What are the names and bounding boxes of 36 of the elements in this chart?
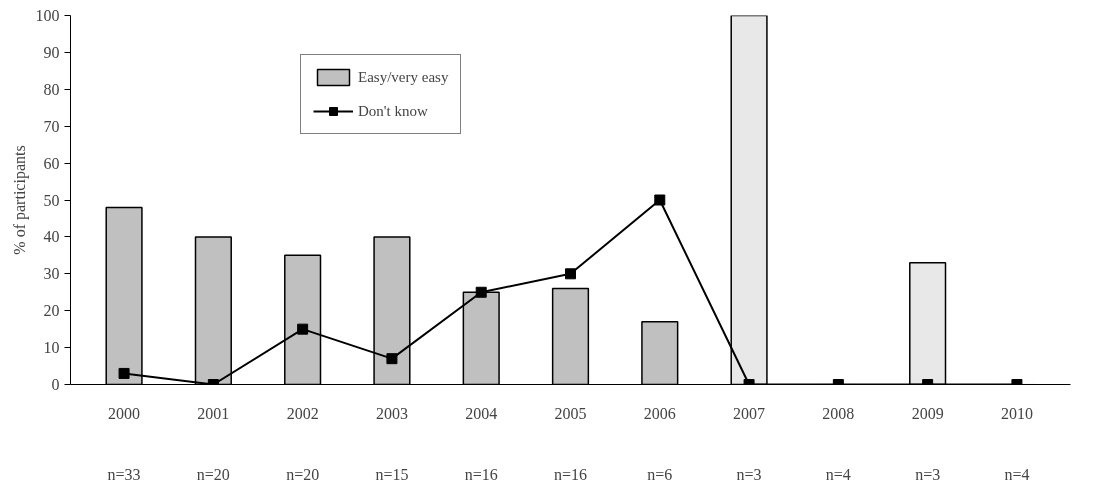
x-tick-label: 2008 — [822, 404, 855, 422]
y-tick-label: 90 — [43, 43, 60, 61]
x-tick-label: 2004 — [465, 404, 498, 422]
legend-label: Don't know — [358, 102, 428, 120]
x-tick-label: 2001 — [197, 404, 230, 422]
text: n=20 — [196, 465, 230, 483]
y-tick-label: 100 — [35, 7, 60, 24]
text: n=16 — [553, 465, 588, 483]
x-tick-label: 2010 — [1000, 404, 1033, 422]
x-tick-label: 2002 — [286, 404, 319, 422]
text: n=4 — [825, 465, 851, 483]
text: n=15 — [375, 465, 409, 483]
y-tick-label: 50 — [43, 191, 60, 209]
y-tick-label: 10 — [43, 339, 60, 357]
x-tick-label: 2007 — [733, 404, 766, 422]
y-tick-label: 60 — [43, 154, 60, 172]
text: n=20 — [286, 465, 320, 483]
x-tick-label: 2009 — [911, 404, 944, 422]
x-tick-label: 2003 — [375, 404, 408, 422]
y-tick-label: 70 — [43, 117, 60, 135]
y-axis-title: % of participants — [10, 145, 29, 255]
text: n=4 — [1004, 465, 1030, 483]
x-tick-label: 2006 — [643, 404, 676, 422]
text: n=33 — [107, 465, 141, 483]
text: n=3 — [736, 465, 762, 483]
x-tick-label: 2005 — [554, 404, 587, 422]
y-tick-label: 0 — [51, 376, 60, 393]
y-tick-label: 40 — [43, 228, 60, 246]
text: n=6 — [647, 465, 673, 483]
x-tick-label: 2000 — [108, 404, 141, 422]
text: n=3 — [915, 465, 941, 483]
y-tick-label: 20 — [43, 302, 60, 320]
y-tick-label: 30 — [43, 265, 60, 283]
text: n=16 — [464, 465, 498, 483]
y-tick-label: 80 — [43, 80, 60, 98]
legend-label: Easy/very easy — [358, 68, 449, 86]
